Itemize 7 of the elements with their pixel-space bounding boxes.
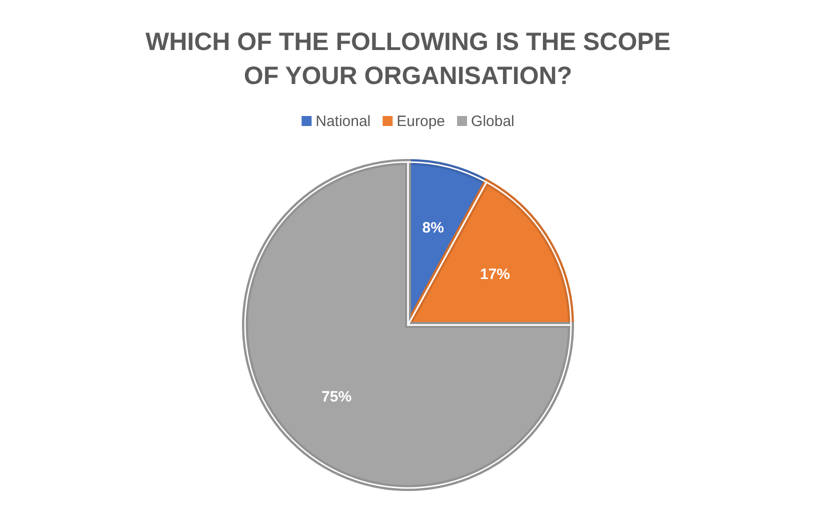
legend-label: Europe: [396, 113, 446, 130]
legend-label: National: [316, 113, 371, 130]
data-label: 75%: [322, 388, 352, 406]
data-label: 8%: [422, 219, 444, 236]
legend-label: Global: [471, 113, 514, 130]
chart-title: WHICH OF THE FOLLOWING IS THE SCOPE OF YOUR ORGANISATION?: [146, 28, 670, 90]
data-label: 17%: [480, 266, 510, 283]
